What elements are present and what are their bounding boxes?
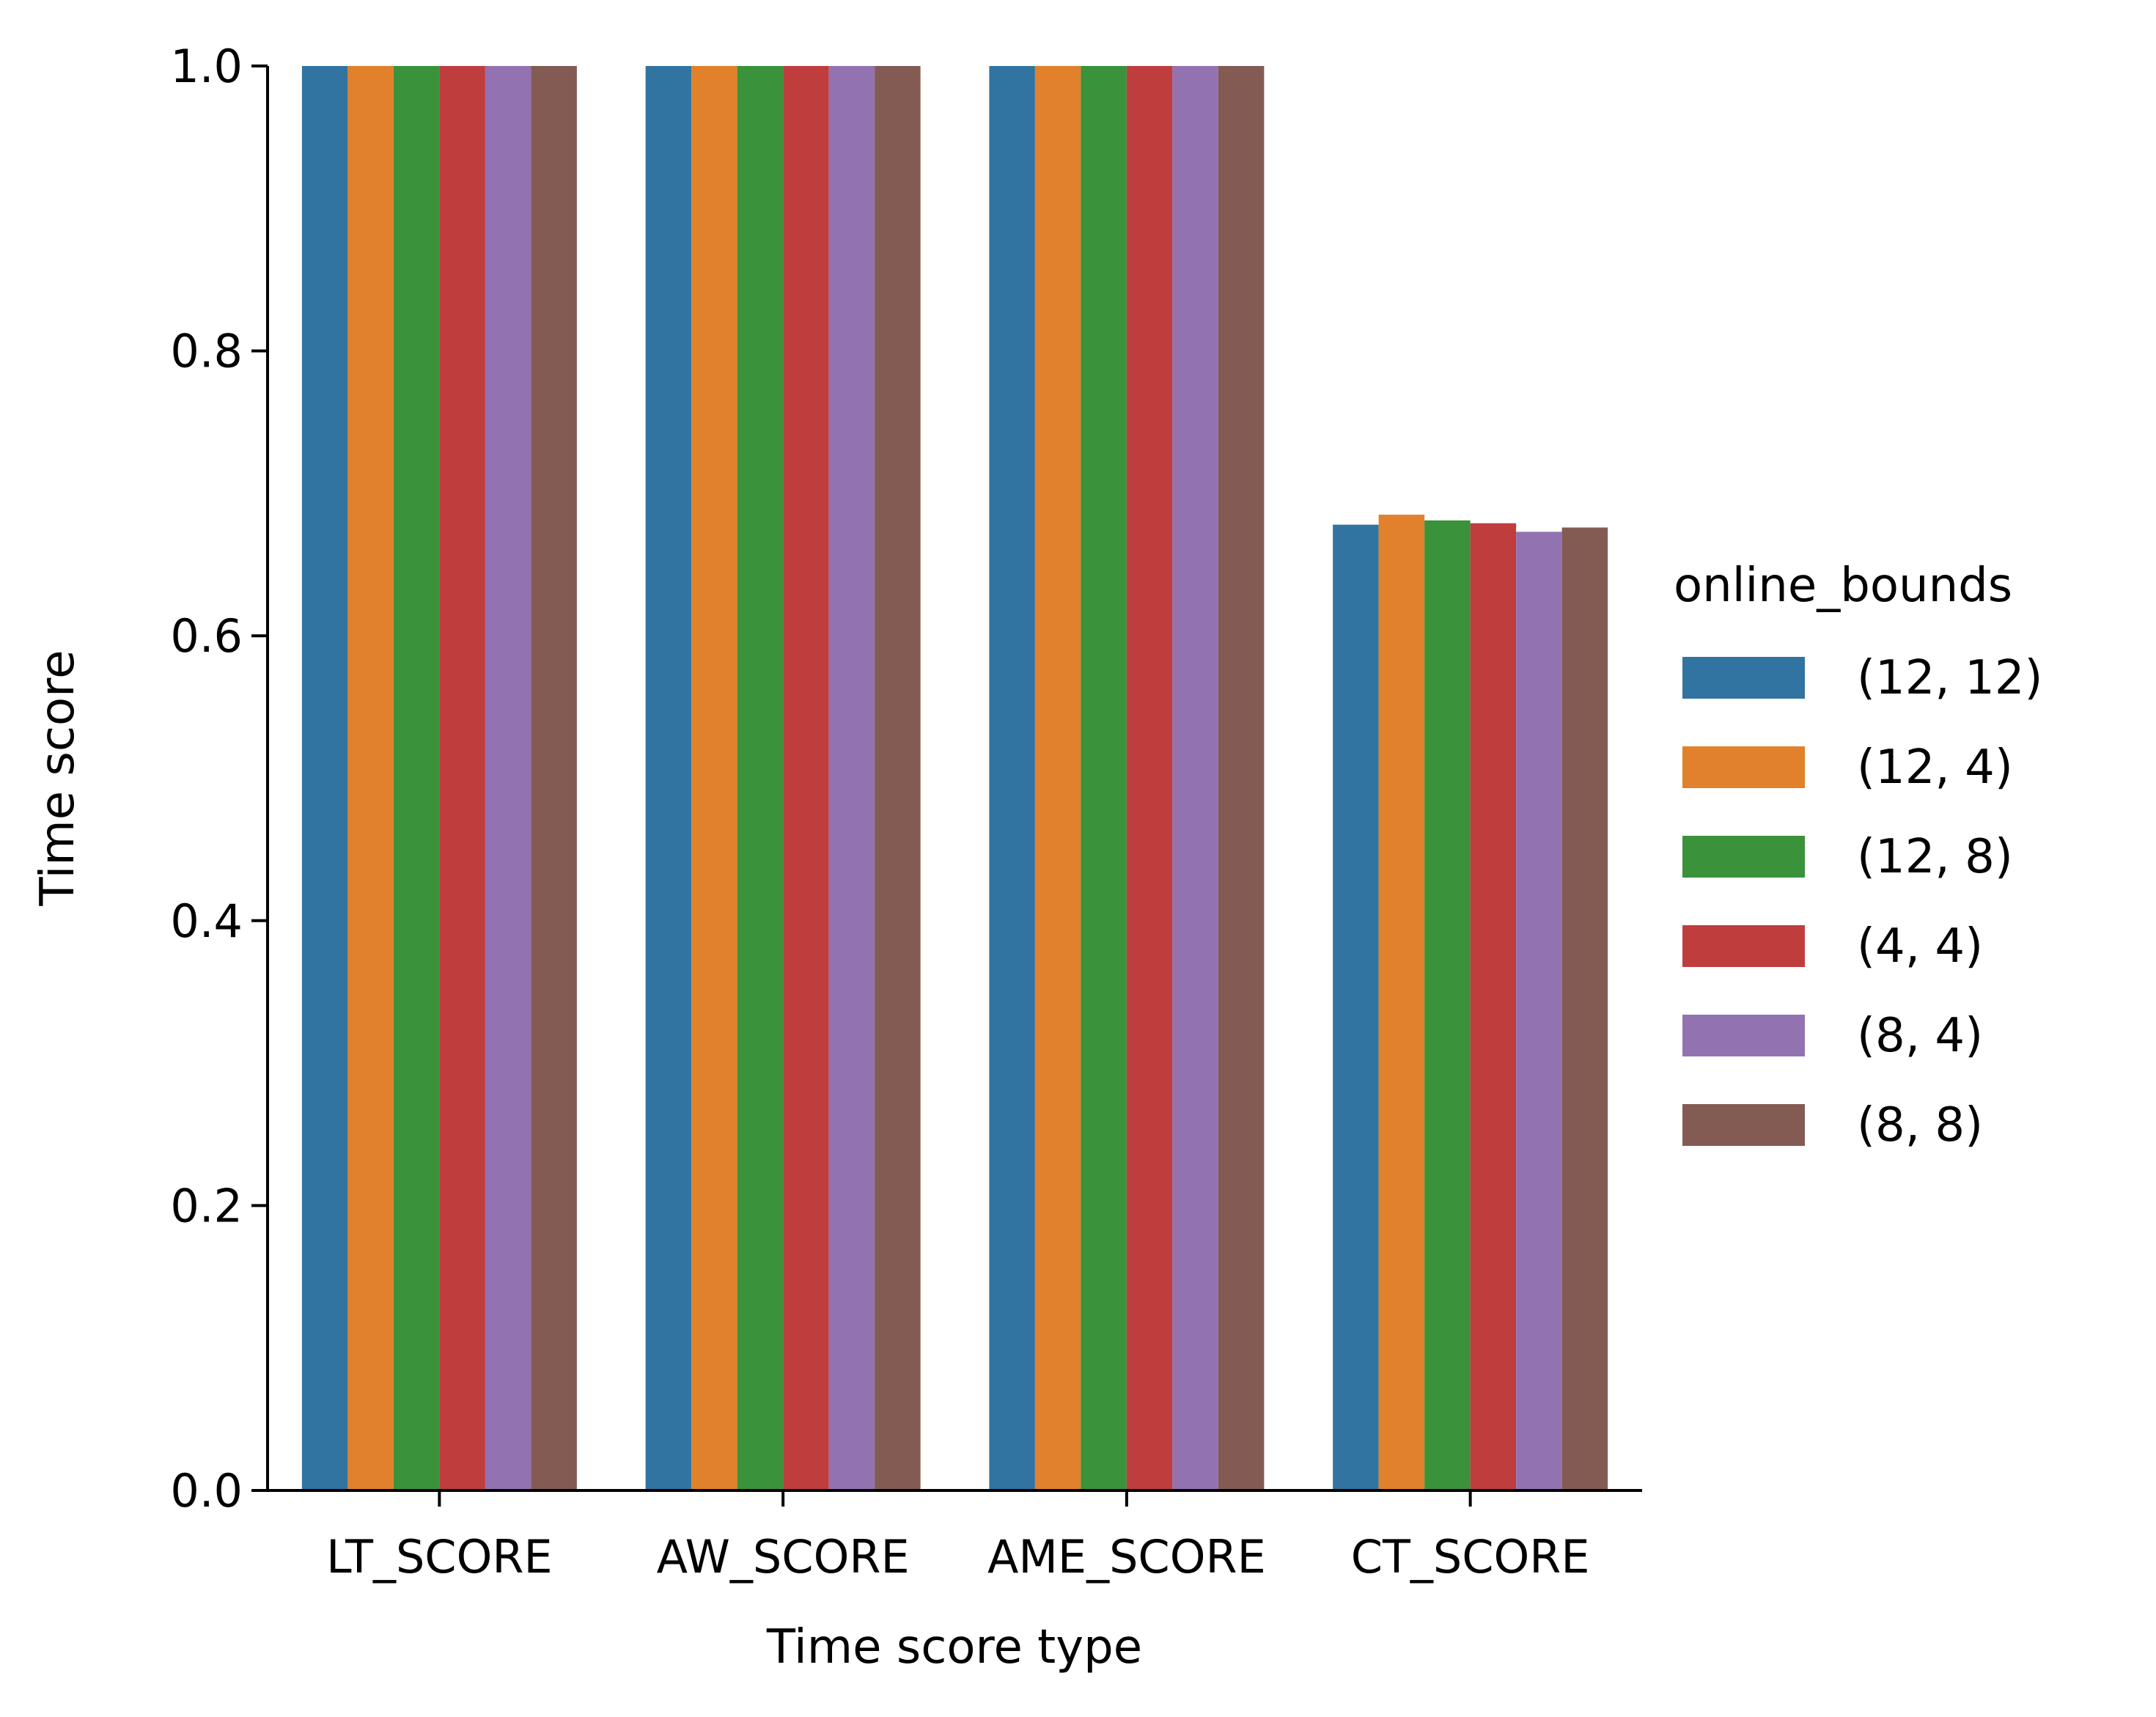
bar: [1516, 532, 1562, 1490]
bar: [1561, 527, 1608, 1490]
legend-swatch: [1682, 657, 1805, 699]
y-tick-label: 0.4: [170, 894, 243, 948]
y-tick-label: 0.8: [170, 325, 243, 378]
bar: [989, 66, 1035, 1490]
bar: [301, 66, 348, 1490]
legend-swatch: [1682, 1015, 1805, 1056]
legend-label: (12, 4): [1857, 740, 2013, 795]
bar: [783, 66, 829, 1490]
bar: [1172, 66, 1218, 1490]
legend-label: (12, 12): [1857, 651, 2043, 705]
bar: [347, 66, 394, 1490]
bar: [691, 66, 737, 1490]
legend-label: (8, 4): [1857, 1009, 1983, 1063]
legend-label: (12, 8): [1857, 830, 2013, 884]
legend-swatch: [1682, 746, 1805, 788]
bar: [828, 66, 875, 1490]
bar: [439, 66, 485, 1490]
x-tick-label: LT_SCORE: [326, 1530, 553, 1584]
y-axis-label: Time score: [31, 650, 85, 907]
legend-swatch: [1682, 925, 1805, 967]
legend-title: online_bounds: [1674, 559, 2012, 613]
y-tick-label: 0.6: [170, 609, 243, 663]
y-tick-label: 0.0: [170, 1464, 243, 1518]
x-axis-label: Time score type: [766, 1620, 1142, 1674]
x-tick-label: AW_SCORE: [657, 1530, 910, 1584]
legend-label: (4, 4): [1857, 919, 1983, 974]
bar: [393, 66, 440, 1490]
legend-swatch: [1682, 1104, 1805, 1146]
bar: [1034, 66, 1081, 1490]
y-tick-label: 0.2: [170, 1179, 243, 1232]
bar: [1424, 520, 1471, 1490]
bar: [1378, 515, 1425, 1490]
bar: [1081, 66, 1127, 1490]
bar: [737, 66, 784, 1490]
bar: [531, 66, 577, 1490]
x-tick-label: CT_SCORE: [1351, 1530, 1590, 1584]
bar: [1218, 66, 1265, 1490]
bar: [1333, 524, 1379, 1490]
bar: [1126, 66, 1173, 1490]
legend-items: (12, 12) (12, 4) (12, 8) (4, 4) (8, 4) (8, 8): [1682, 651, 2043, 1152]
legend-label: (8, 8): [1857, 1098, 1983, 1152]
legend: online_bounds (12, 12) (12, 4) (12, 8) (4, …: [1674, 559, 2043, 1152]
bar: [485, 66, 531, 1490]
legend-swatch: [1682, 836, 1805, 878]
bar: [645, 66, 692, 1490]
y-tick-label: 1.0: [170, 40, 243, 93]
bar: [875, 66, 921, 1490]
bars-layer: [301, 66, 1608, 1491]
x-tick-label: AME_SCORE: [987, 1530, 1266, 1584]
bar: [1470, 523, 1517, 1491]
axes-layer: 0.0 0.2 0.4 0.6 0.8 1.0 LT_SCORE AW_SCORE AME_SC…: [170, 40, 1642, 1584]
